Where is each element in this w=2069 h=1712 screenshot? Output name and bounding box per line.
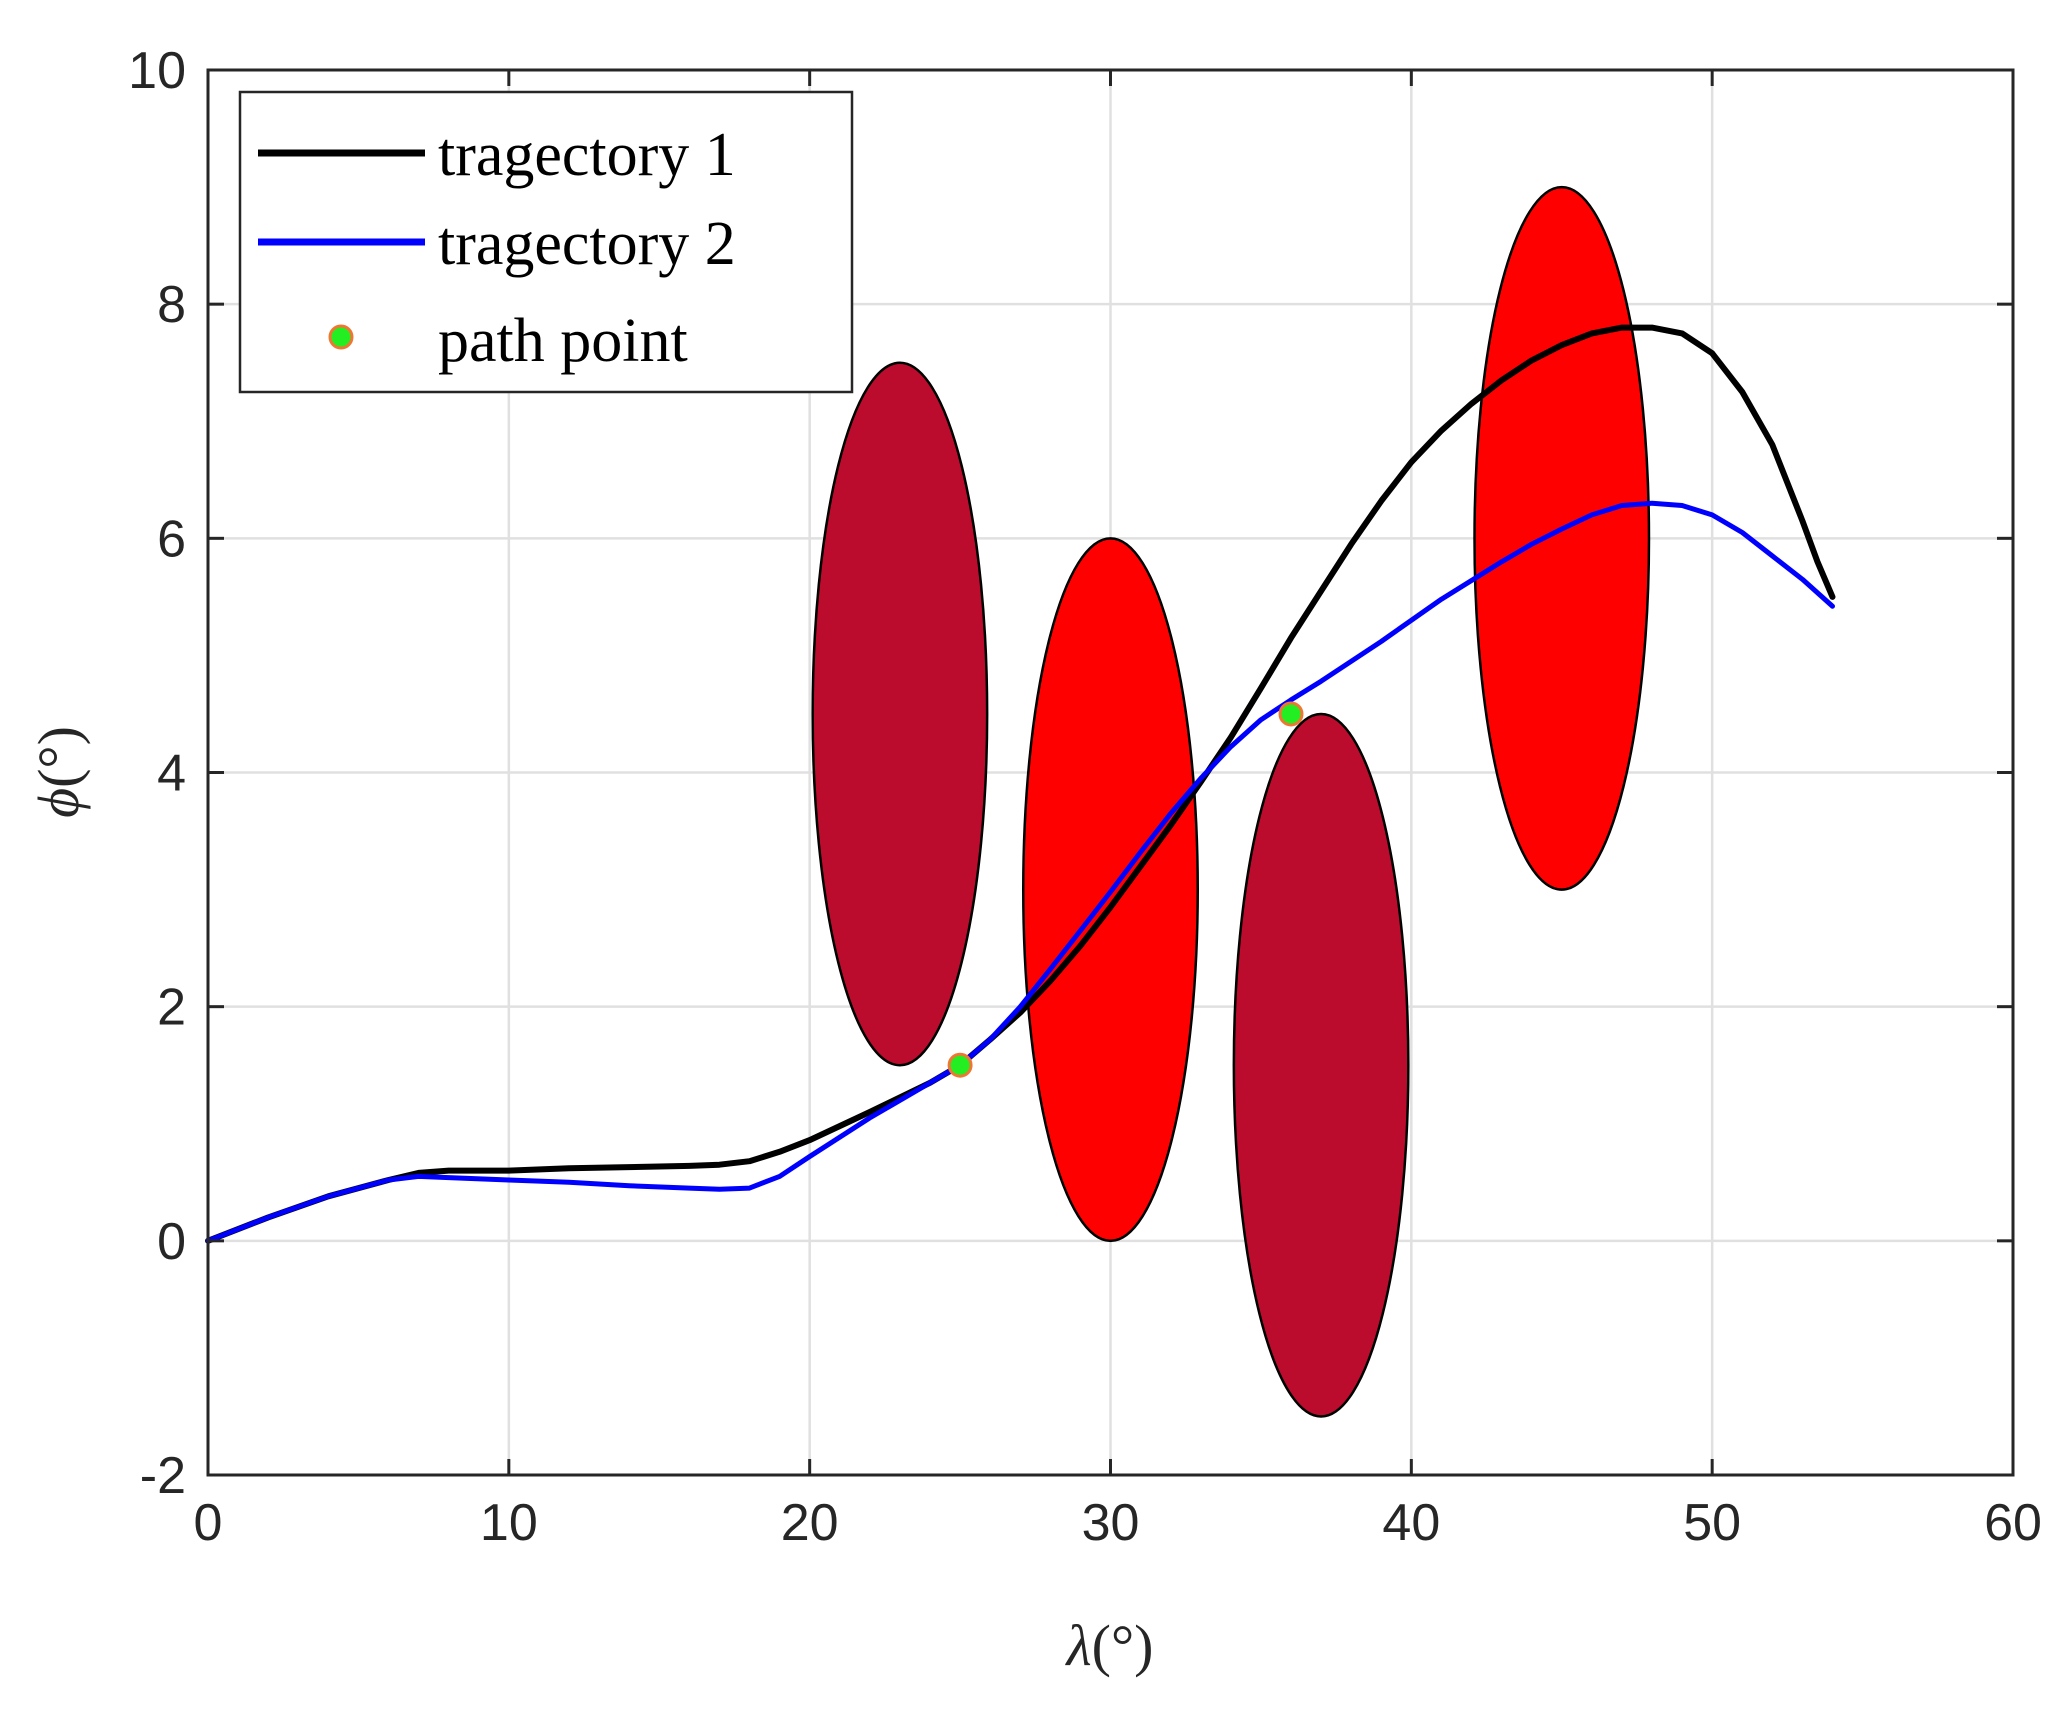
y-tick-label: 2 — [157, 979, 186, 1037]
legend-label-trajectory-2: tragectory 2 — [438, 210, 736, 278]
x-tick-label: 30 — [1082, 1494, 1140, 1552]
y-tick-label: 6 — [157, 510, 186, 568]
series-line-trajectory-1 — [205, 324, 1836, 1244]
y-tick-label: -2 — [140, 1447, 186, 1505]
x-tick-label: 50 — [1683, 1494, 1741, 1552]
x-tick-label: 10 — [480, 1494, 538, 1552]
y-tick-label: 0 — [157, 1213, 186, 1271]
obstacle-ellipse-1 — [811, 361, 989, 1067]
axis-ticks — [206, 68, 2015, 1477]
x-tick-labels: 0 10 20 30 40 50 60 — [194, 1494, 2042, 1552]
x-tick-label: 20 — [781, 1494, 839, 1552]
series-lines — [205, 324, 1836, 1244]
y-tick-label: 4 — [157, 745, 186, 803]
y-tick-label: 10 — [128, 42, 186, 100]
x-tick-label: 40 — [1382, 1494, 1440, 1552]
y-tick-label: 8 — [157, 276, 186, 334]
legend: tragectory 1 tragectory 2 path point — [238, 90, 854, 394]
y-axis-label: ϕ(°) — [26, 726, 91, 818]
obstacle-ellipse-4 — [1473, 185, 1651, 891]
path-point-marker — [947, 1052, 973, 1078]
x-tick-label: 60 — [1984, 1494, 2042, 1552]
x-tick-label: 0 — [194, 1494, 223, 1552]
legend-marker-path-point — [328, 324, 354, 350]
legend-label-trajectory-1: tragectory 1 — [438, 121, 736, 189]
path-points — [947, 701, 1304, 1078]
y-tick-labels: -2 0 2 4 6 8 10 — [128, 42, 186, 1505]
path-point-marker — [1278, 701, 1304, 727]
x-axis-label: λ(°) — [1065, 1613, 1154, 1678]
series-line-trajectory-2 — [205, 500, 1835, 1244]
obstacle-ellipse-3 — [1232, 712, 1410, 1418]
legend-label-path-point: path point — [438, 307, 688, 375]
